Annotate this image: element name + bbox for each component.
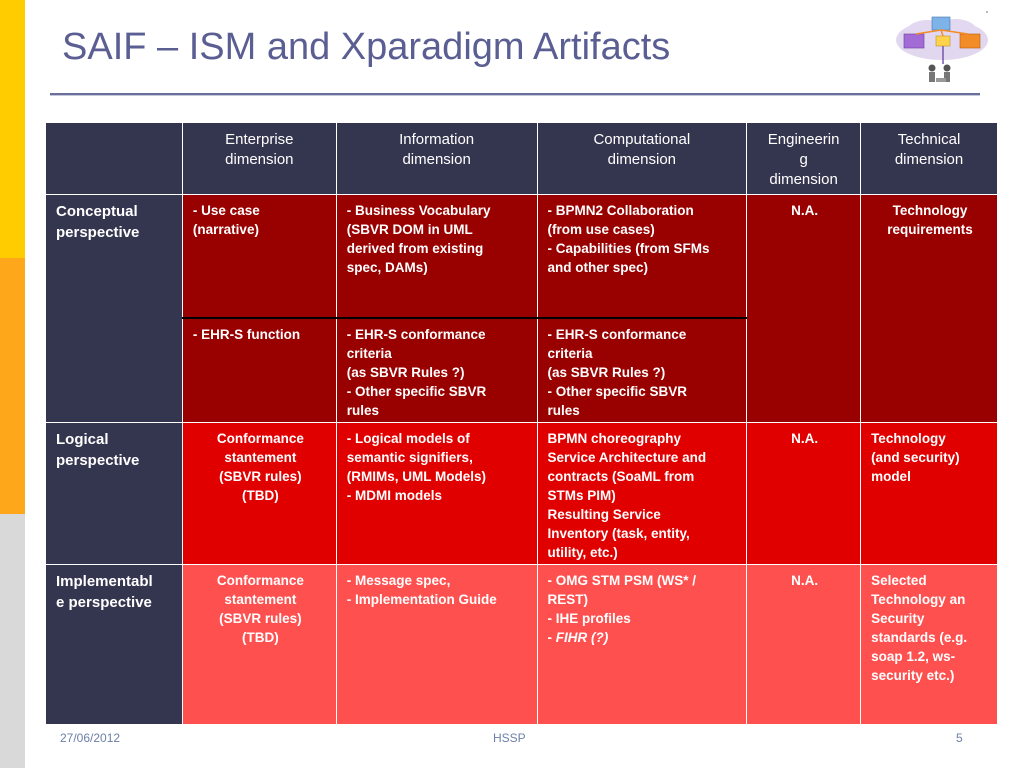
sidebar-orange-segment [0,258,25,514]
implementable-information-cell: - Message spec, - Implementation Guide [335,563,538,725]
implementable-technical-cell: Selected Technology an Security standards (… [860,563,998,725]
header-row: Enterprise dimension Information dimension… [45,122,998,195]
conceptual-ehr-information-cell: - EHR-S conformance criteria (as SBVR Rule… [335,316,538,423]
conceptual-information-cell: - Business Vocabulary (SBVR DOM in UML der… [335,194,538,318]
header-engineering: Engineerin g dimension [746,122,862,195]
logical-computational-cell: BPMN choreography Service Architecture an… [536,421,748,565]
implementable-perspective-label: Implementabl e perspective [45,563,183,725]
conceptual-technical-cell: Technology requirements [860,194,998,423]
title-divider [50,93,980,95]
header-computational: Computational dimension [536,122,748,195]
footer-page-number: 5 [956,731,963,745]
sidebar-yellow-segment [0,0,25,258]
title-divider-shadow [50,95,980,96]
implementable-engineering-cell: N.A. [746,563,862,725]
conceptual-ehr-computational-cell: - EHR-S conformance criteria (as SBVR Rule… [536,316,748,423]
conceptual-engineering-cell: N.A. [746,194,862,423]
saif-matrix-table: Enterprise dimension Information dimension… [45,122,998,725]
conceptual-computational-cell: - BPMN2 Collaboration (from use cases) - C… [536,194,748,318]
sidebar-accent [0,0,25,768]
logical-technical-cell: Technology (and security) model [860,421,998,565]
logical-perspective-label: Logical perspective [45,421,183,565]
implementable-enterprise-cell: Conformance stantement (SBVR rules) (TBD) [181,563,337,725]
implementable-row: Implementabl e perspective Conformance sta… [45,563,998,725]
sidebar-gray-segment [0,514,25,768]
conceptual-row-a: Conceptual perspective - Use case (narrati… [45,194,998,423]
corner-cell [45,122,183,195]
header-enterprise: Enterprise dimension [181,122,337,195]
logical-enterprise-cell: Conformance stantement (SBVR rules) (TBD) [181,421,337,565]
conceptual-row-b: - EHR-S function - EHR-S conformance crit… [46,316,998,423]
logical-engineering-cell: N.A. [746,421,862,565]
header-information: Information dimension [335,122,538,195]
conceptual-enterprise-cell: - Use case (narrative) [181,194,337,318]
header-technical: Technical dimension [860,122,998,195]
footer-center-label: HSSP [493,731,526,745]
conceptual-ehr-function-cell: - EHR-S function [181,316,337,423]
logical-information-cell: - Logical models of semantic signifiers,(… [335,421,538,565]
fihr-italic-text: FIHR (?) [555,629,609,645]
logical-row: Logical perspective Conformance stantement… [45,421,998,565]
conceptual-perspective-label: Conceptual perspective [45,194,183,423]
logo-image [896,11,988,82]
implementable-computational-cell: - OMG STM PSM (WS* / REST) - IHE profiles -… [536,563,748,725]
footer-date: 27/06/2012 [60,731,121,745]
slide-title: SAIF – ISM and Xparadigm Artifacts [62,26,671,68]
